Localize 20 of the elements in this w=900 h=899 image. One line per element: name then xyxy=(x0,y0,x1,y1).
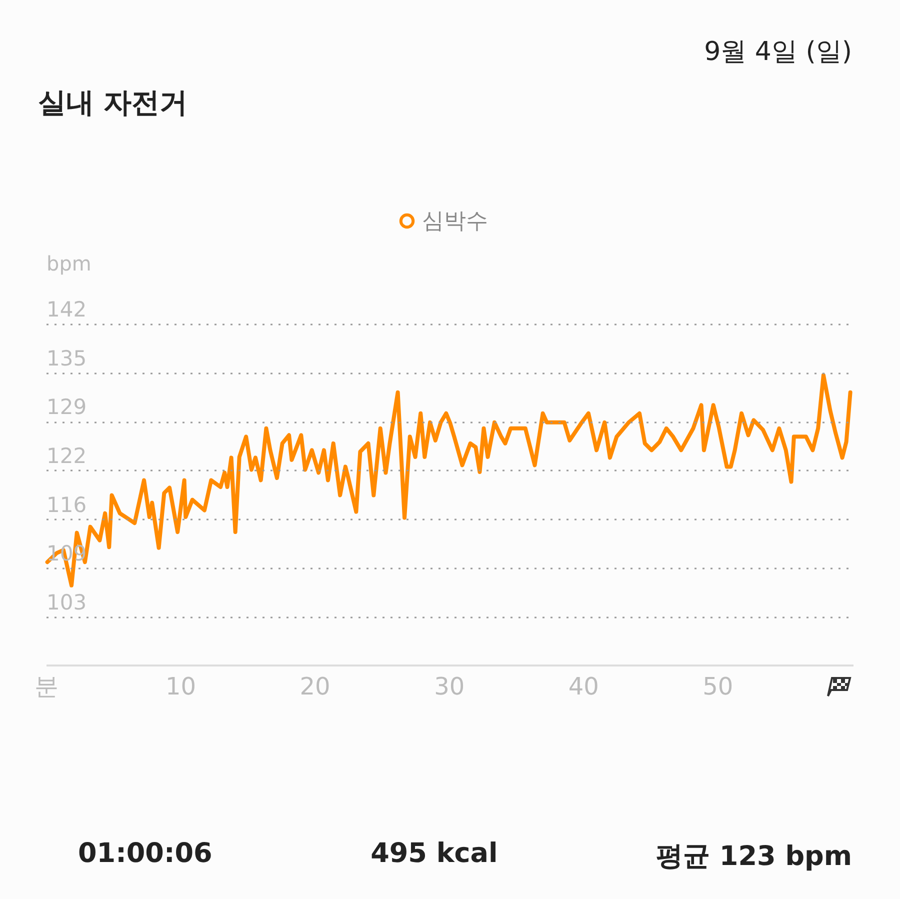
text: 9월 4일 (일) xyxy=(704,36,852,69)
chart-title: 실내 자전거 xyxy=(38,85,188,121)
text: 평균 123 bpm xyxy=(656,840,852,874)
y-tick-label: 103 xyxy=(46,590,87,614)
x-tick-label: 40 xyxy=(568,672,599,700)
y-tick-label: 129 xyxy=(46,395,87,420)
legend-label: 심박수 xyxy=(422,209,488,234)
y-tick-label: 116 xyxy=(46,492,87,517)
y-tick-label: 142 xyxy=(46,298,87,322)
x-tick-label: 30 xyxy=(434,672,465,700)
y-tick-label: 135 xyxy=(46,346,87,370)
y-tick-label: 122 xyxy=(46,444,87,468)
y-axis-title: bpm xyxy=(46,252,92,276)
x-tick-label: 10 xyxy=(166,672,196,700)
text: 495 kcal xyxy=(370,838,498,871)
x-tick-label: 50 xyxy=(702,672,734,700)
text: 01:00:06 xyxy=(78,838,212,871)
x-tick-label: 20 xyxy=(300,672,330,700)
x-tick-label: 분 xyxy=(34,672,58,700)
y-tick-label: 109 xyxy=(46,542,87,566)
